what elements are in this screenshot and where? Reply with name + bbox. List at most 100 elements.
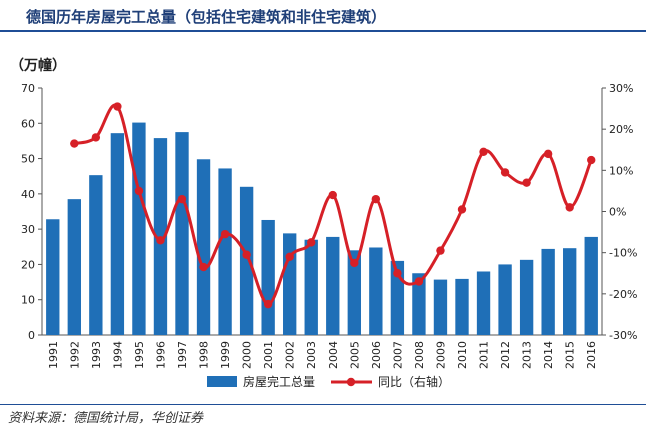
- x-tick-label: 2011: [478, 341, 491, 369]
- bar: [369, 247, 383, 335]
- bar: [175, 132, 189, 335]
- x-tick-label: 2016: [585, 341, 598, 369]
- legend: 房屋完工总量 同比（右轴）: [207, 374, 450, 389]
- legend-swatch-bars: [207, 376, 237, 387]
- yoy-point: [177, 194, 187, 204]
- bar: [89, 175, 103, 335]
- bar: [412, 273, 426, 335]
- x-tick-label: 1996: [154, 341, 167, 369]
- x-tick-label: 1994: [111, 341, 124, 369]
- yoy-point: [543, 149, 553, 159]
- y-axis-label: （万幢）: [10, 57, 66, 74]
- bar: [261, 219, 275, 335]
- y2-tick-label: -20%: [609, 288, 637, 301]
- bar: [196, 159, 211, 335]
- bar: [304, 239, 318, 335]
- bar: [347, 250, 361, 335]
- x-tick-label: 2006: [370, 341, 383, 369]
- yoy-point: [350, 258, 359, 268]
- yoy-point: [156, 236, 165, 245]
- yoy-point: [457, 205, 467, 214]
- x-tick-label: 2002: [284, 341, 297, 369]
- y2-tick-label: 20%: [609, 123, 633, 136]
- y-tick-label: 10: [21, 294, 35, 307]
- yoy-point: [263, 299, 273, 309]
- bar: [326, 236, 340, 335]
- source-note: 资料来源：德国统计局，华创证券: [8, 411, 204, 426]
- yoy-point: [479, 147, 488, 157]
- bar: [563, 248, 577, 335]
- x-tick-label: 1993: [90, 341, 103, 369]
- x-tick-label: 1999: [219, 341, 232, 369]
- x-tick-label: 2013: [521, 341, 534, 369]
- x-tick-label: 2010: [456, 341, 469, 369]
- yoy-point: [371, 194, 381, 204]
- bar: [433, 279, 448, 335]
- y2-tick-label: 0%: [609, 206, 626, 219]
- bar: [239, 186, 254, 335]
- yoy-point: [328, 190, 337, 200]
- bar: [519, 259, 534, 335]
- y2-tick-label: 30%: [609, 82, 633, 95]
- x-tick-label: 2007: [391, 341, 404, 369]
- title-bar: 德国历年房屋完工总量（包括住宅建筑和非住宅建筑）: [0, 0, 646, 32]
- yoy-point: [134, 186, 144, 196]
- yoy-point: [414, 277, 424, 286]
- bar: [218, 168, 232, 335]
- x-tick-label: 2012: [499, 341, 512, 369]
- x-tick-label: 2008: [413, 341, 426, 369]
- y2-tick-label: -30%: [609, 329, 637, 342]
- yoy-point: [565, 203, 574, 212]
- y2-tick-label: -10%: [609, 247, 637, 260]
- bar: [455, 278, 469, 335]
- x-tick-label: 1995: [133, 341, 146, 369]
- yoy-point: [91, 133, 101, 142]
- footer-divider: [0, 404, 646, 405]
- yoy-point: [70, 139, 79, 148]
- x-tick-label: 1991: [47, 341, 60, 369]
- x-tick-label: 1992: [68, 341, 81, 369]
- legend-swatch-marker: [346, 377, 356, 387]
- yoy-point: [242, 250, 251, 259]
- x-tick-label: 2009: [434, 341, 447, 369]
- x-tick-label: 1997: [176, 341, 189, 369]
- bar-series: [46, 122, 598, 335]
- yoy-point: [522, 178, 531, 187]
- x-tick-label: 2004: [327, 341, 340, 369]
- yoy-point: [307, 238, 316, 247]
- x-tick-label: 2015: [564, 341, 577, 369]
- bar: [584, 236, 598, 335]
- x-tick-label: 1998: [198, 341, 211, 369]
- x-tick-label: 2001: [262, 341, 275, 369]
- yoy-point: [393, 269, 402, 278]
- bar: [46, 219, 60, 335]
- bar: [110, 133, 125, 335]
- legend-label-bars: 房屋完工总量: [243, 374, 315, 389]
- x-tick-label: 2003: [305, 341, 318, 369]
- y-tick-label: 60: [21, 117, 35, 130]
- x-tick-label: 2000: [241, 341, 254, 369]
- axes: 0 10 20 30 40 50 60 70 -30% -20% -10% 0% 10% 20% 30%: [21, 82, 637, 342]
- yoy-point: [500, 168, 510, 177]
- bar: [132, 122, 146, 335]
- y-tick-label: 40: [21, 188, 35, 201]
- chart-title: 德国历年房屋完工总量（包括住宅建筑和非住宅建筑）: [26, 8, 387, 26]
- y-tick-label: 0: [28, 329, 35, 342]
- bar: [476, 271, 491, 335]
- yoy-point: [285, 252, 294, 261]
- yoy-point: [199, 262, 208, 272]
- bar: [283, 233, 297, 335]
- line-series: [70, 102, 596, 309]
- yoy-point: [436, 246, 445, 255]
- yoy-point: [587, 155, 596, 165]
- bar: [498, 264, 512, 335]
- title-divider: [0, 30, 646, 32]
- x-tick-label: 2005: [348, 341, 361, 369]
- y2-tick-label: 10%: [609, 164, 633, 177]
- yoy-point: [113, 102, 122, 111]
- yoy-point: [220, 229, 230, 239]
- x-tick-label: 2014: [542, 341, 555, 369]
- bar: [67, 199, 81, 335]
- y-tick-label: 70: [21, 82, 35, 95]
